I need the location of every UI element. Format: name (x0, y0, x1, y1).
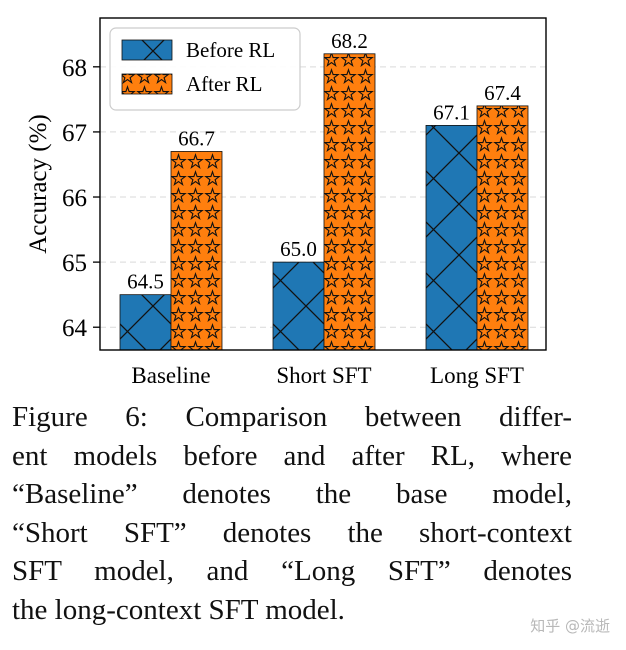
legend: Before RL After RL (109, 27, 301, 111)
data-label: 68.2 (331, 29, 368, 53)
axes: 64 65 66 67 68 Baseline Short SFT Long SFT Accur… (25, 17, 547, 388)
y-tick-label: 67 (62, 120, 87, 147)
bar-before-rl-long-sft (425, 125, 478, 351)
legend-swatch (121, 39, 173, 61)
caption-line-3: “Baseline” denotes the base model, (12, 478, 572, 510)
bar-before-rl-short-sft (272, 261, 325, 351)
x-tick-label: Long SFT (430, 363, 524, 388)
bar-after-rl-baseline (170, 151, 223, 351)
legend-label: After RL (186, 72, 262, 96)
legend-label: Before RL (186, 38, 275, 62)
watermark: 知乎 @流逝 (530, 617, 610, 635)
bar-before-rl-baseline (119, 294, 172, 351)
y-axis-label: Accuracy (%) (25, 114, 52, 254)
data-label: 64.5 (127, 270, 164, 294)
bar-chart: 64 65 66 67 68 Baseline Short SFT Long SFT Accur… (25, 17, 547, 388)
caption-line-5: SFT model, and “Long SFT” denotes (12, 555, 572, 587)
data-label: 65.0 (280, 237, 317, 261)
bar-after-rl-long-sft (476, 105, 529, 351)
caption-line-6: the long-context SFT model. (12, 593, 345, 626)
x-tick-label: Baseline (131, 363, 210, 388)
x-tick-label: Short SFT (276, 363, 371, 388)
y-tick-label: 65 (62, 250, 87, 277)
figure-caption: Figure 6: Comparison between differ- ent… (12, 398, 572, 629)
y-tick-label: 66 (62, 185, 87, 212)
bars (119, 53, 529, 351)
data-label: 67.4 (484, 81, 521, 105)
caption-line-1: Figure 6: Comparison between differ- (12, 401, 572, 433)
data-labels: 64.5 66.7 65.0 68.2 67.1 67.4 (127, 29, 521, 294)
y-tick-label: 68 (62, 55, 87, 82)
data-label: 67.1 (433, 100, 470, 124)
legend-swatch (121, 73, 173, 95)
data-label: 66.7 (178, 126, 215, 150)
y-tick-label: 64 (62, 315, 88, 342)
caption-line-4: “Short SFT” denotes the short-context (12, 516, 572, 549)
caption-line-2: ent models before and after RL, where (12, 439, 572, 472)
plot-frame (99, 17, 547, 351)
bar-after-rl-short-sft (323, 53, 376, 351)
